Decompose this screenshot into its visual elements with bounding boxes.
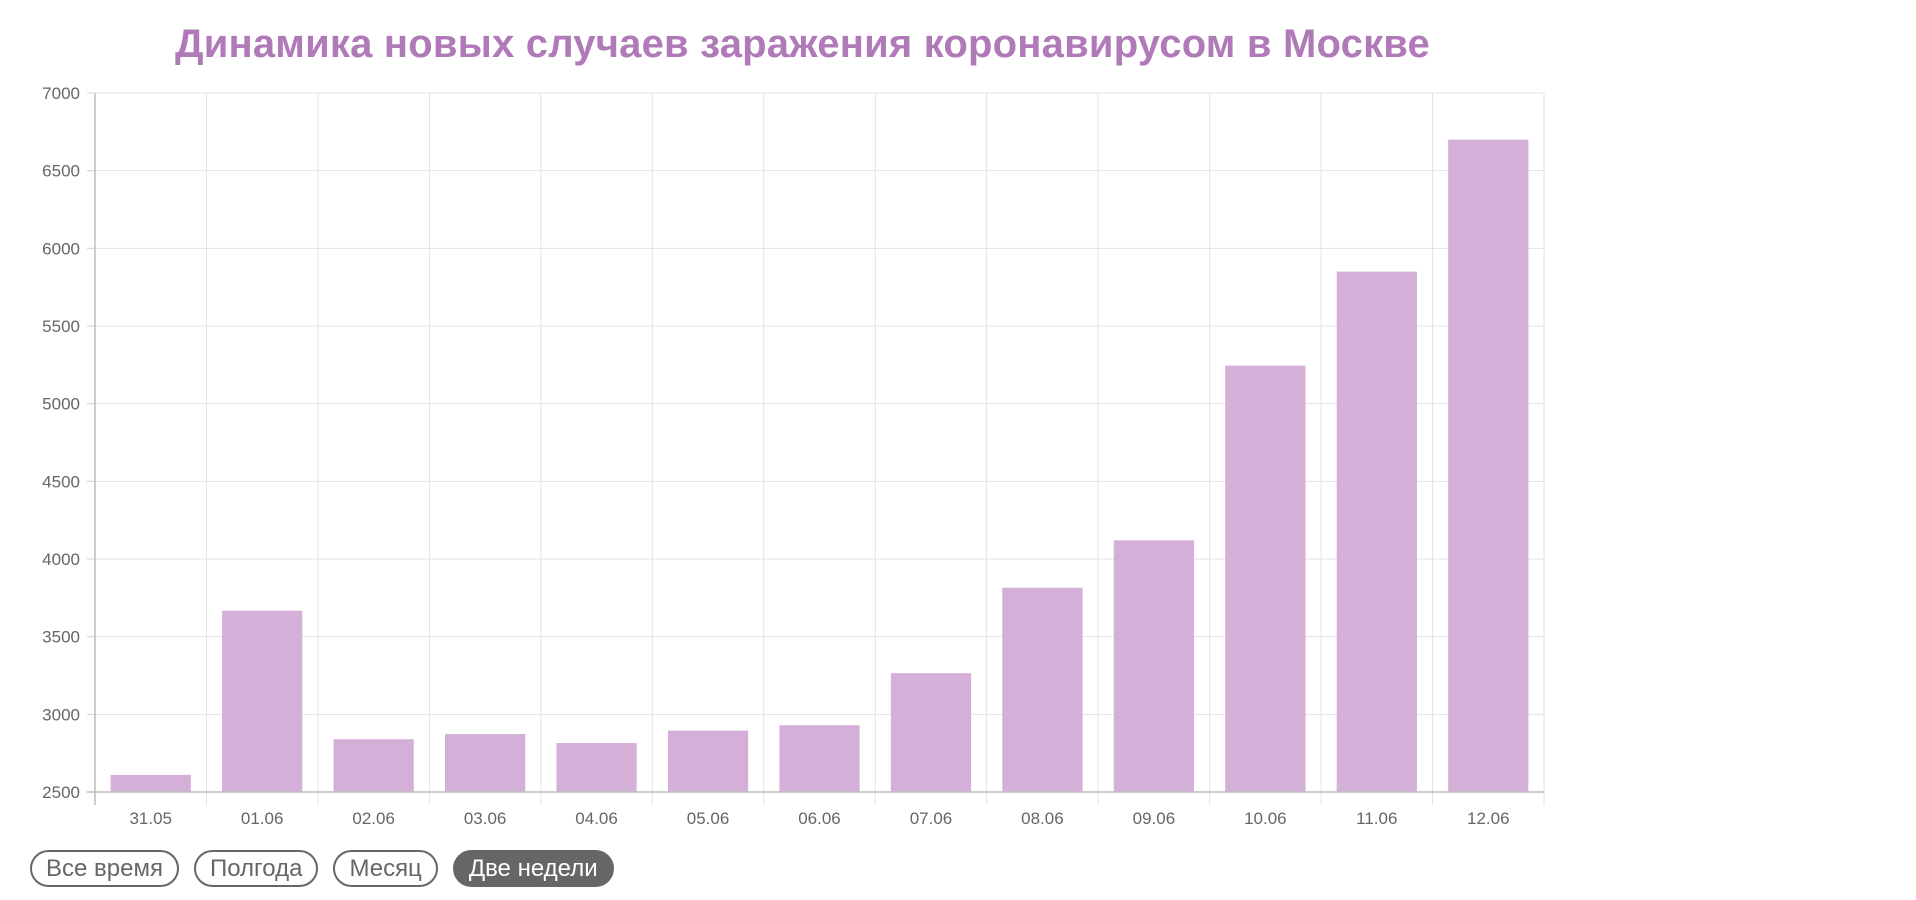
tick-labels: 7000 6500 6000 5500 5000 4500 4000 3500 3000 2500… bbox=[42, 84, 1509, 828]
bar[interactable] bbox=[333, 739, 414, 792]
bar[interactable] bbox=[779, 725, 860, 792]
bar[interactable] bbox=[1002, 587, 1083, 792]
range-button-half-year[interactable]: Полгода bbox=[193, 850, 319, 887]
x-tick-label: 07.06 bbox=[910, 809, 953, 828]
range-button-month[interactable]: Месяц bbox=[333, 850, 438, 887]
x-tick-label: 08.06 bbox=[1021, 809, 1064, 828]
y-tick-label: 5500 bbox=[42, 317, 80, 336]
grid-lines bbox=[94, 92, 1545, 805]
bar[interactable] bbox=[1225, 365, 1306, 792]
y-tick-label: 3000 bbox=[42, 705, 80, 724]
x-tick-label: 03.06 bbox=[464, 809, 507, 828]
x-tick-label: 12.06 bbox=[1467, 809, 1510, 828]
axes bbox=[87, 92, 1544, 805]
y-tick-label: 4500 bbox=[42, 472, 80, 491]
x-tick-label: 11.06 bbox=[1356, 809, 1397, 828]
x-tick-label: 01.06 bbox=[241, 809, 284, 828]
x-tick-label: 10.06 bbox=[1244, 809, 1287, 828]
range-button-two-weeks[interactable]: Две недели bbox=[452, 850, 614, 887]
y-tick-label: 2500 bbox=[42, 783, 80, 802]
x-tick-label: 06.06 bbox=[798, 809, 841, 828]
bar[interactable] bbox=[110, 774, 191, 792]
y-tick-label: 6500 bbox=[42, 162, 80, 181]
x-tick-label: 31.05 bbox=[129, 809, 172, 828]
bars bbox=[110, 139, 1529, 793]
y-tick-label: 3500 bbox=[42, 628, 80, 647]
y-tick-label: 4000 bbox=[42, 550, 80, 569]
x-tick-label: 05.06 bbox=[687, 809, 730, 828]
bar[interactable] bbox=[444, 734, 526, 792]
x-tick-label: 09.06 bbox=[1133, 809, 1176, 828]
bar[interactable] bbox=[667, 730, 749, 792]
bar-chart: 7000 6500 6000 5500 5000 4500 4000 3500 3000 2500… bbox=[42, 84, 1545, 828]
y-tick-label: 7000 bbox=[42, 84, 80, 103]
bar[interactable] bbox=[556, 743, 637, 792]
bar[interactable] bbox=[1448, 139, 1529, 793]
bar[interactable] bbox=[890, 673, 972, 792]
range-selector: Все время Полгода Месяц Две недели bbox=[30, 850, 614, 887]
chart-title: Динамика новых случаев заражения коронав… bbox=[175, 22, 1431, 66]
bar[interactable] bbox=[1336, 271, 1417, 793]
bar[interactable] bbox=[222, 610, 303, 792]
range-button-all-time[interactable]: Все время bbox=[30, 850, 179, 887]
y-tick-label: 5000 bbox=[42, 395, 80, 414]
y-tick-label: 6000 bbox=[42, 239, 80, 258]
bar[interactable] bbox=[1113, 540, 1195, 792]
x-tick-label: 04.06 bbox=[575, 809, 618, 828]
x-tick-label: 02.06 bbox=[352, 809, 395, 828]
